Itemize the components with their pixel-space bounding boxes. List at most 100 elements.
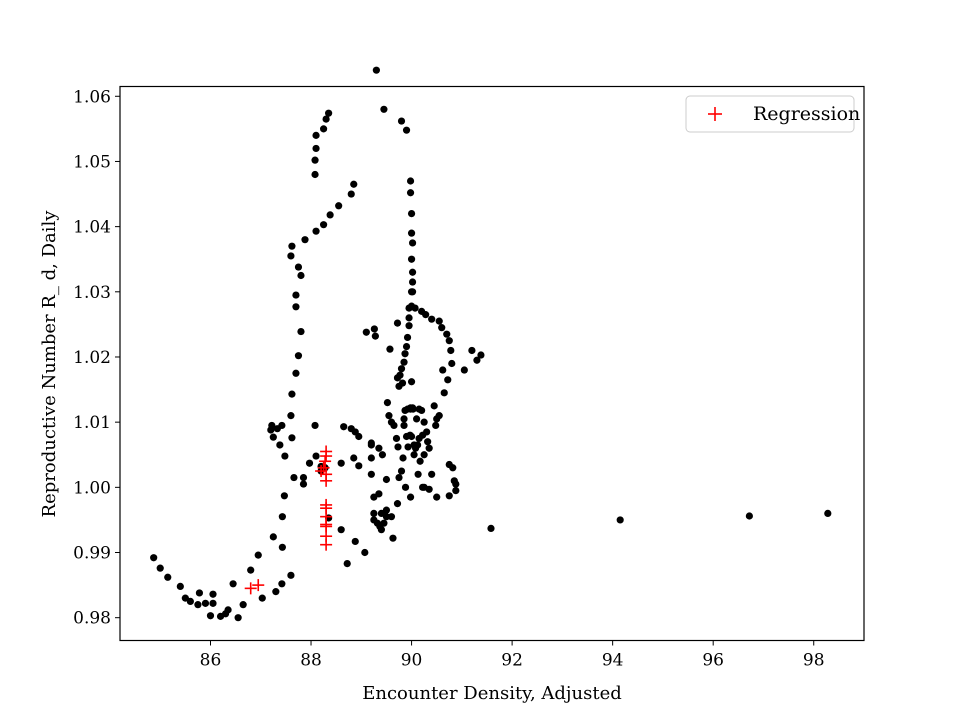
- data-point: [468, 346, 476, 355]
- data-point: [438, 324, 446, 332]
- data-point: [367, 454, 375, 462]
- data-point: [423, 428, 431, 436]
- data-point: [405, 322, 413, 330]
- data-point: [343, 559, 351, 568]
- data-point: [393, 319, 402, 327]
- x-tick-label: 88: [300, 651, 322, 671]
- data-point: [362, 328, 370, 336]
- data-point: [305, 459, 314, 467]
- data-point: [409, 405, 417, 413]
- data-point: [382, 475, 391, 484]
- data-point: [408, 268, 417, 276]
- data-point: [278, 543, 286, 551]
- plot-points: [150, 66, 832, 622]
- data-point: [424, 438, 432, 446]
- data-point: [433, 493, 441, 501]
- data-point: [382, 513, 391, 521]
- data-point: [312, 452, 320, 460]
- data-point: [258, 594, 266, 602]
- data-point: [176, 582, 184, 591]
- data-point: [428, 315, 436, 323]
- data-point: [337, 526, 345, 534]
- data-point: [156, 564, 164, 572]
- data-point: [386, 345, 394, 353]
- data-point: [297, 327, 305, 336]
- data-point: [287, 252, 295, 260]
- data-point: [418, 406, 426, 415]
- regression-point: [252, 579, 265, 592]
- data-point: [355, 462, 363, 470]
- data-point: [326, 211, 334, 219]
- data-point: [406, 177, 415, 185]
- data-point: [460, 366, 468, 374]
- data-point: [473, 356, 481, 364]
- data-point: [301, 236, 309, 244]
- data-point: [397, 365, 406, 373]
- data-point: [380, 105, 388, 113]
- data-point: [278, 580, 286, 588]
- plot-frame: [119, 85, 865, 642]
- data-point: [209, 599, 217, 607]
- y-axis-ticks: 0.98 0.99 1.00 1.01 1.02 1.03 1.04 1.05 1.06: [73, 87, 120, 629]
- data-point: [319, 125, 328, 133]
- data-point: [616, 516, 624, 524]
- data-point: [445, 337, 453, 345]
- data-point: [432, 421, 440, 430]
- data-point: [440, 389, 448, 397]
- data-point: [824, 509, 832, 518]
- data-point: [420, 418, 428, 426]
- data-point: [299, 473, 308, 482]
- data-point: [377, 526, 386, 534]
- data-point: [361, 548, 369, 557]
- data-point: [412, 415, 421, 423]
- data-point: [401, 350, 409, 358]
- data-point: [430, 402, 438, 410]
- x-tick-label: 98: [803, 651, 825, 671]
- data-point: [292, 291, 300, 299]
- data-point: [294, 263, 303, 271]
- data-point: [452, 480, 460, 488]
- data-point: [435, 317, 443, 325]
- data-point: [292, 369, 300, 377]
- data-point: [385, 412, 393, 420]
- data-point: [408, 288, 417, 296]
- regression-point: [320, 538, 333, 551]
- data-point: [335, 202, 343, 210]
- data-point: [268, 421, 276, 430]
- data-point: [319, 221, 328, 229]
- data-point: [400, 421, 408, 430]
- data-point: [392, 434, 401, 443]
- legend: Regression: [685, 95, 860, 133]
- data-point: [278, 421, 286, 430]
- data-point: [280, 492, 288, 500]
- data-point: [254, 551, 262, 559]
- y-tick-label: 1.06: [73, 87, 111, 107]
- data-point: [340, 423, 348, 431]
- data-point: [448, 359, 456, 368]
- data-point: [407, 378, 416, 386]
- data-point: [209, 590, 217, 598]
- data-point: [287, 571, 295, 579]
- data-point: [312, 131, 320, 139]
- data-point: [311, 421, 319, 430]
- data-point: [428, 470, 436, 478]
- data-point: [400, 358, 408, 366]
- data-point: [288, 242, 296, 250]
- data-point: [370, 509, 378, 518]
- data-point: [378, 451, 387, 459]
- data-point: [247, 566, 255, 574]
- data-point: [312, 227, 320, 235]
- data-point: [408, 239, 417, 247]
- data-point: [408, 278, 417, 286]
- data-point: [414, 441, 422, 449]
- data-point: [224, 606, 232, 614]
- data-point: [337, 459, 345, 467]
- data-point: [407, 209, 416, 218]
- data-point: [406, 189, 415, 197]
- data-point: [407, 432, 416, 441]
- data-point: [371, 332, 379, 340]
- data-point: [351, 537, 359, 546]
- data-point: [380, 519, 388, 527]
- x-tick-label: 92: [501, 651, 523, 671]
- data-point: [390, 421, 398, 430]
